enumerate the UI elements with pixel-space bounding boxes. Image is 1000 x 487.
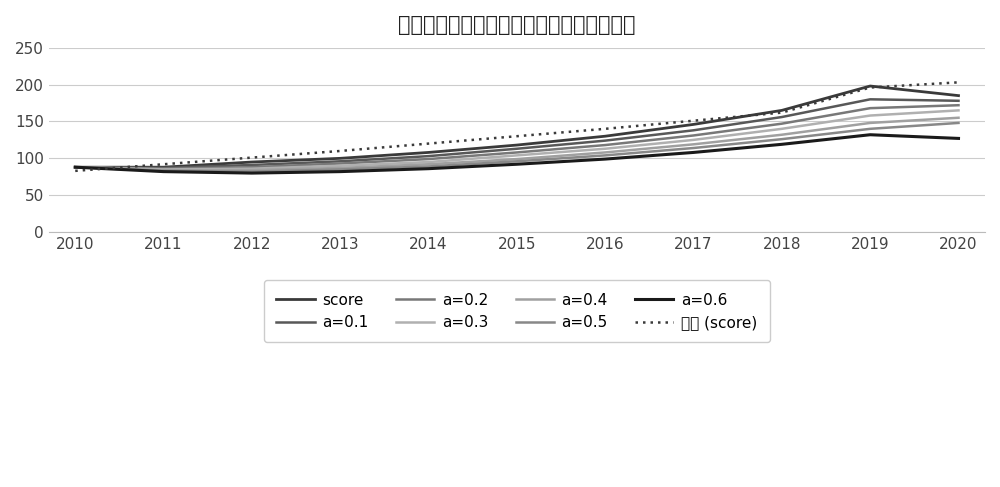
a=0.3 <box>776 126 788 132</box>
线性 (score) <box>246 155 258 161</box>
线性 (score) <box>511 133 523 139</box>
Line: a=0.5: a=0.5 <box>75 123 959 171</box>
a=0.2 <box>158 166 170 171</box>
score <box>599 133 611 139</box>
线性 (score) <box>864 85 876 91</box>
a=0.1 <box>599 138 611 144</box>
a=0.4 <box>864 120 876 126</box>
Line: a=0.4: a=0.4 <box>75 118 959 170</box>
a=0.4 <box>599 150 611 155</box>
a=0.2 <box>246 164 258 170</box>
a=0.3 <box>423 159 435 165</box>
a=0.3 <box>864 112 876 118</box>
a=0.6 <box>246 170 258 176</box>
a=0.1 <box>511 146 523 151</box>
a=0.1 <box>423 153 435 159</box>
a=0.4 <box>511 156 523 162</box>
Line: a=0.6: a=0.6 <box>75 135 959 173</box>
a=0.2 <box>334 161 346 167</box>
a=0.2 <box>953 102 965 108</box>
a=0.5 <box>423 164 435 169</box>
线性 (score) <box>776 110 788 115</box>
a=0.5 <box>688 145 700 151</box>
score <box>334 155 346 161</box>
score <box>864 83 876 89</box>
a=0.1 <box>953 98 965 104</box>
a=0.2 <box>423 156 435 162</box>
a=0.3 <box>69 164 81 170</box>
a=0.1 <box>864 96 876 102</box>
a=0.3 <box>688 137 700 143</box>
a=0.5 <box>953 120 965 126</box>
a=0.3 <box>246 166 258 171</box>
a=0.6 <box>423 166 435 171</box>
a=0.4 <box>69 164 81 170</box>
a=0.6 <box>953 135 965 141</box>
score <box>776 108 788 113</box>
a=0.1 <box>246 162 258 168</box>
Line: a=0.2: a=0.2 <box>75 105 959 169</box>
a=0.2 <box>69 164 81 170</box>
a=0.2 <box>688 132 700 138</box>
a=0.6 <box>69 164 81 170</box>
a=0.2 <box>511 150 523 155</box>
a=0.5 <box>864 126 876 132</box>
Title: 国内城市能源生态系统评估指数平滑预测值: 国内城市能源生态系统评估指数平滑预测值 <box>398 15 636 35</box>
Line: a=0.3: a=0.3 <box>75 111 959 169</box>
a=0.5 <box>599 152 611 158</box>
a=0.4 <box>688 141 700 147</box>
a=0.1 <box>334 158 346 164</box>
score <box>953 93 965 98</box>
a=0.1 <box>158 165 170 171</box>
a=0.6 <box>511 161 523 167</box>
a=0.3 <box>953 108 965 113</box>
线性 (score) <box>158 161 170 167</box>
score <box>423 150 435 155</box>
a=0.3 <box>511 152 523 158</box>
a=0.4 <box>246 167 258 173</box>
a=0.5 <box>776 136 788 142</box>
a=0.6 <box>776 141 788 147</box>
线性 (score) <box>688 118 700 124</box>
a=0.5 <box>69 164 81 170</box>
a=0.3 <box>158 167 170 172</box>
score <box>688 121 700 127</box>
Line: 线性 (score): 线性 (score) <box>75 82 959 171</box>
Line: a=0.1: a=0.1 <box>75 99 959 168</box>
a=0.6 <box>158 169 170 174</box>
a=0.1 <box>776 114 788 120</box>
a=0.1 <box>69 164 81 170</box>
a=0.6 <box>599 156 611 162</box>
线性 (score) <box>334 148 346 154</box>
a=0.2 <box>599 142 611 148</box>
a=0.5 <box>246 169 258 174</box>
Legend: score, a=0.1, a=0.2, a=0.3, a=0.4, a=0.5, a=0.6, 线性 (score): score, a=0.1, a=0.2, a=0.3, a=0.4, a=0.5… <box>264 281 770 342</box>
Line: score: score <box>75 86 959 167</box>
a=0.3 <box>334 163 346 169</box>
a=0.2 <box>776 121 788 127</box>
a=0.4 <box>158 167 170 173</box>
线性 (score) <box>599 126 611 132</box>
score <box>158 164 170 170</box>
a=0.6 <box>688 150 700 155</box>
score <box>69 164 81 170</box>
a=0.5 <box>511 158 523 164</box>
a=0.6 <box>864 132 876 138</box>
a=0.4 <box>334 165 346 171</box>
a=0.1 <box>688 128 700 133</box>
a=0.6 <box>334 169 346 174</box>
score <box>511 142 523 148</box>
a=0.4 <box>423 161 435 167</box>
a=0.4 <box>953 115 965 121</box>
线性 (score) <box>69 168 81 174</box>
线性 (score) <box>953 79 965 85</box>
a=0.3 <box>599 146 611 151</box>
a=0.5 <box>158 168 170 174</box>
a=0.2 <box>864 105 876 111</box>
线性 (score) <box>423 141 435 147</box>
a=0.4 <box>776 132 788 138</box>
a=0.5 <box>334 167 346 172</box>
score <box>246 159 258 165</box>
